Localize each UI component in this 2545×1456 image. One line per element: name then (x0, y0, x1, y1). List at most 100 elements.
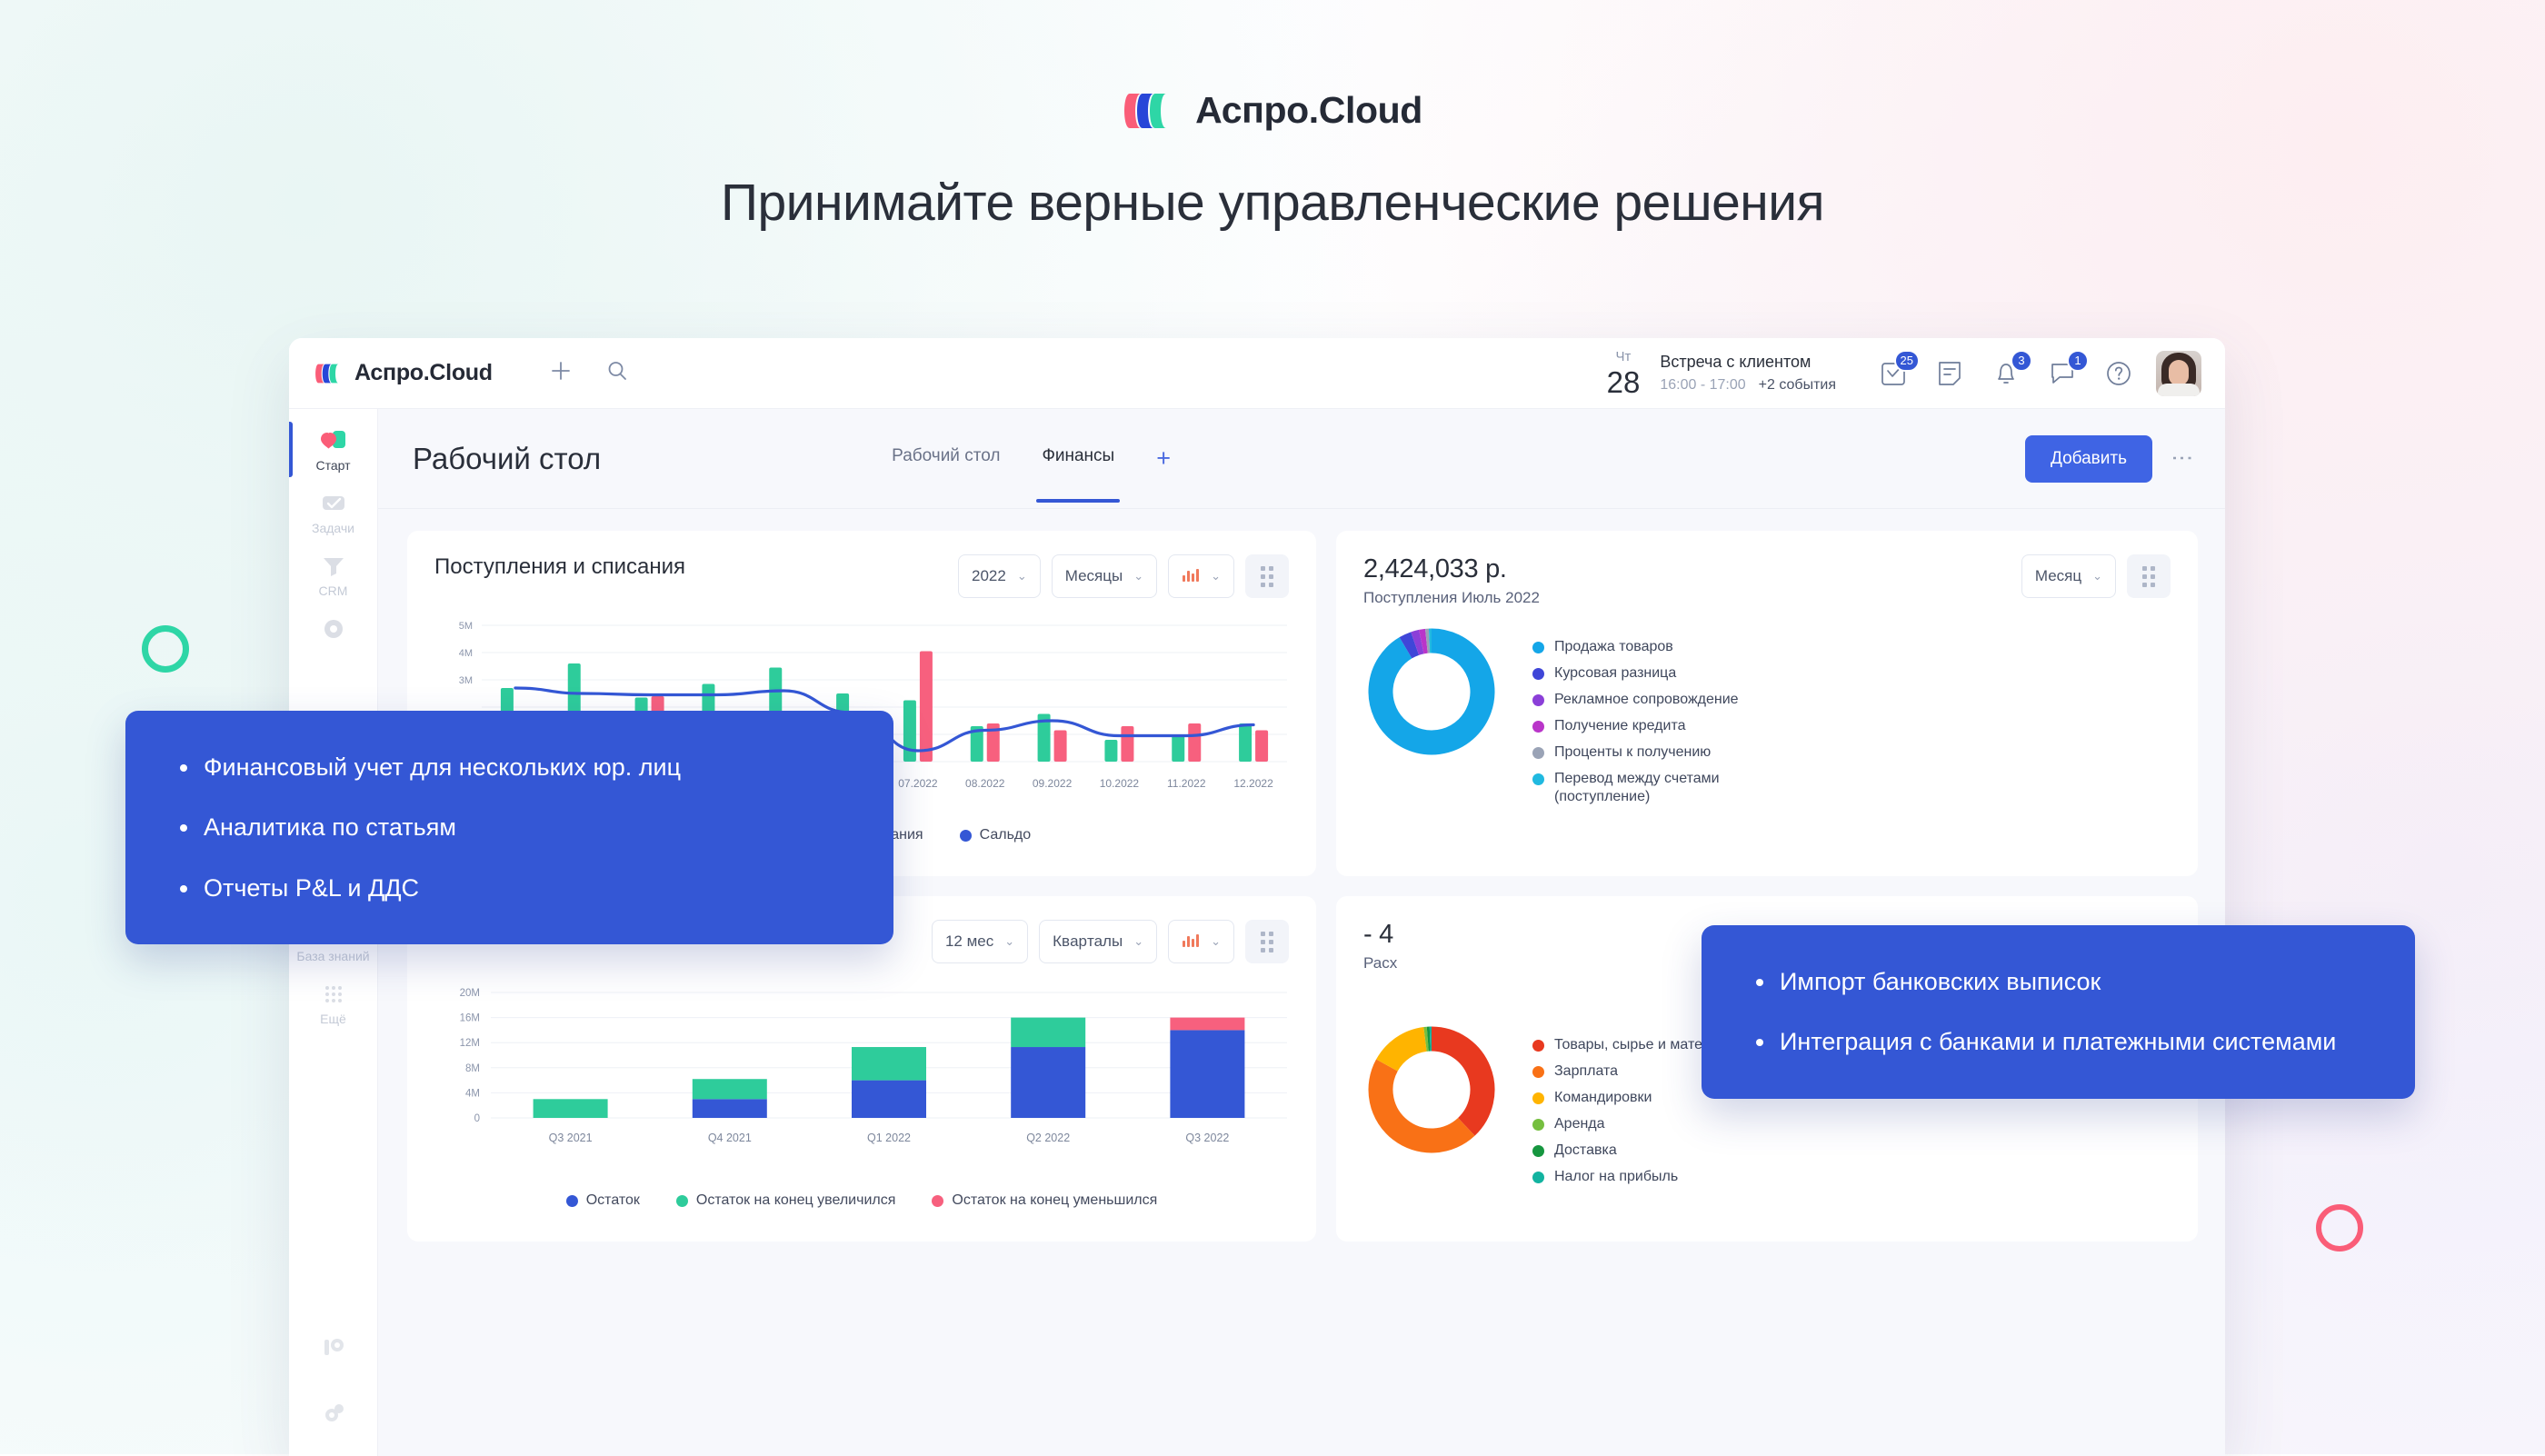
event-more-count[interactable]: +2 события (1758, 377, 1836, 393)
aspro-logo-icon-small (314, 362, 345, 385)
search-icon[interactable] (605, 359, 629, 387)
calendar-icon[interactable]: 25 (1878, 349, 1920, 389)
chevron-down-icon: ⌄ (1133, 569, 1144, 583)
legend-item: Налог на прибыль (1532, 1168, 1746, 1186)
chevron-down-icon: ⌄ (1133, 934, 1144, 948)
avatar[interactable] (2156, 350, 2201, 396)
legend-label: Товары, сырье и материалы (1554, 1037, 1746, 1052)
help-icon[interactable] (2103, 358, 2134, 389)
legend-label: Перевод между счетами (поступление) (1554, 771, 1720, 804)
svg-text:08.2022: 08.2022 (965, 777, 1005, 790)
legend-item: Проценты к получению (1532, 743, 1805, 762)
legend-label: Доставка (1554, 1142, 1617, 1158)
legend-color-dot (1532, 1145, 1544, 1157)
plus-icon[interactable] (549, 359, 573, 387)
drag-handle-icon[interactable] (1245, 554, 1289, 598)
legend-label: Аренда (1554, 1116, 1605, 1132)
chat-icon[interactable]: 1 (2047, 349, 2089, 389)
callout-item: Импорт банковских выписок (1752, 965, 2364, 998)
sidebar-label-crm: CRM (318, 583, 348, 599)
sidebar-item-start[interactable]: Старт (289, 418, 377, 481)
calendar-event[interactable]: Чт 28 Встреча с клиентом 16:00 - 17:00 +… (1607, 350, 1836, 397)
sidebar-item-more[interactable]: Ещё (289, 972, 377, 1034)
svg-text:8M: 8M (465, 1063, 480, 1074)
kebab-menu-icon[interactable]: ⋮ (2170, 446, 2194, 471)
bar-chart-icon (1182, 932, 1200, 952)
dashboard-tabs: Рабочий стол Финансы + (892, 444, 1171, 503)
event-title: Встреча с клиентом (1660, 353, 1811, 371)
select-month[interactable]: Месяц ⌄ (2021, 554, 2116, 598)
legend-label: Проценты к получению (1554, 744, 1712, 760)
integrations-icon[interactable] (320, 1334, 347, 1364)
select-chart-type-2[interactable]: ⌄ (1168, 920, 1234, 963)
sidebar-item-finance[interactable] (289, 606, 377, 654)
svg-text:Q3 2022: Q3 2022 (1185, 1132, 1229, 1144)
drag-handle-icon[interactable] (1245, 920, 1289, 963)
select-range[interactable]: 12 мес ⌄ (931, 920, 1029, 963)
svg-text:0: 0 (474, 1113, 480, 1124)
legend-item: Аренда (1532, 1115, 1746, 1133)
page-headline: Принимайте верные управленческие решения (721, 174, 1825, 232)
legend-item: Остаток на конец увеличился (675, 1192, 895, 1209)
settings-icon[interactable] (320, 1401, 347, 1431)
add-tab-icon[interactable]: + (1156, 444, 1171, 472)
legend-color-dot (1532, 1092, 1544, 1104)
event-date: Чт 28 (1607, 350, 1641, 397)
svg-text:Q1 2022: Q1 2022 (867, 1132, 911, 1144)
tasks-icon (320, 491, 347, 516)
callout-item: Отчеты P&L и ДДС (176, 872, 843, 904)
legend-item: Рекламное сопровождение (1532, 691, 1805, 709)
chevron-down-icon: ⌄ (1016, 569, 1027, 583)
sidebar-item-tasks[interactable]: Задачи (289, 481, 377, 544)
svg-text:5M: 5M (459, 621, 473, 632)
event-day-number: 28 (1606, 364, 1641, 399)
legend-item: Товары, сырье и материалы (1532, 1036, 1746, 1054)
legend-color-dot (1532, 1172, 1544, 1183)
legend-color-dot (1532, 642, 1544, 653)
svg-text:10.2022: 10.2022 (1100, 777, 1140, 790)
app-topbar: Аспро.Cloud Чт 28 Встреча с клиентом (289, 338, 2225, 409)
legend-item: Продажа товаров (1532, 638, 1805, 656)
svg-text:4M: 4M (459, 648, 473, 659)
card-income-donut: 2,424,033 р. Поступления Июль 2022 Месяц… (1336, 531, 2198, 876)
page-title: Рабочий стол (413, 441, 602, 475)
legend-item: Зарплата (1532, 1062, 1746, 1081)
income-donut-legend: Продажа товаров Курсовая разница Рекламное… (1532, 623, 1805, 806)
calendar-badge: 25 (1893, 349, 1920, 372)
more-grid-icon (320, 982, 347, 1007)
legend-item: Курсовая разница (1532, 664, 1805, 683)
legend-color-dot (1532, 1040, 1544, 1052)
select-year-value: 2022 (971, 567, 1006, 584)
notes-icon[interactable] (1934, 358, 1965, 389)
add-button[interactable]: Добавить (2025, 434, 2152, 483)
decor-ring-pink-2 (2316, 1204, 2363, 1252)
tab-finance[interactable]: Финансы (1036, 446, 1120, 503)
callout-right: Импорт банковских выписок Интеграция с б… (1702, 925, 2415, 1099)
svg-text:Q3 2021: Q3 2021 (549, 1132, 593, 1144)
legend-label: Продажа товаров (1554, 639, 1673, 654)
event-time: 16:00 - 17:00 (1660, 377, 1746, 393)
bell-icon[interactable]: 3 (1991, 349, 2032, 389)
card-title-income-expense: Поступления и списания (434, 554, 686, 579)
select-period[interactable]: Месяцы ⌄ (1051, 554, 1158, 598)
svg-text:12.2022: 12.2022 (1233, 777, 1273, 790)
callout-right-list: Импорт банковских выписок Интеграция с б… (1752, 965, 2364, 1059)
select-chart-type[interactable]: ⌄ (1168, 554, 1234, 598)
expense-donut-legend: Товары, сырье и материалы Зарплата Команди… (1532, 1022, 1746, 1186)
callout-item: Аналитика по статьям (176, 811, 843, 843)
topbar-logo-label: Аспро.Cloud (354, 360, 493, 385)
topbar-logo[interactable]: Аспро.Cloud (314, 360, 493, 386)
select-year[interactable]: 2022 ⌄ (957, 554, 1041, 598)
chevron-down-icon: ⌄ (1004, 934, 1015, 948)
drag-handle-icon[interactable] (2127, 554, 2171, 598)
income-donut-chart (1368, 628, 1495, 755)
sidebar-item-crm[interactable]: CRM (289, 544, 377, 606)
svg-text:09.2022: 09.2022 (1033, 777, 1073, 790)
svg-text:Q4 2021: Q4 2021 (708, 1132, 752, 1144)
legend-label: Курсовая разница (1554, 665, 1677, 681)
svg-text:4M: 4M (465, 1088, 480, 1099)
select-granularity[interactable]: Квapталы ⌄ (1039, 920, 1158, 963)
svg-text:07.2022: 07.2022 (898, 777, 938, 790)
balances-chart: 20M 16M 12M 8M 4M 0 Q3 2021 Q4 2021 Q1 2022 Q2 20… (434, 983, 1289, 1183)
tab-desktop[interactable]: Рабочий стол (892, 445, 1001, 465)
